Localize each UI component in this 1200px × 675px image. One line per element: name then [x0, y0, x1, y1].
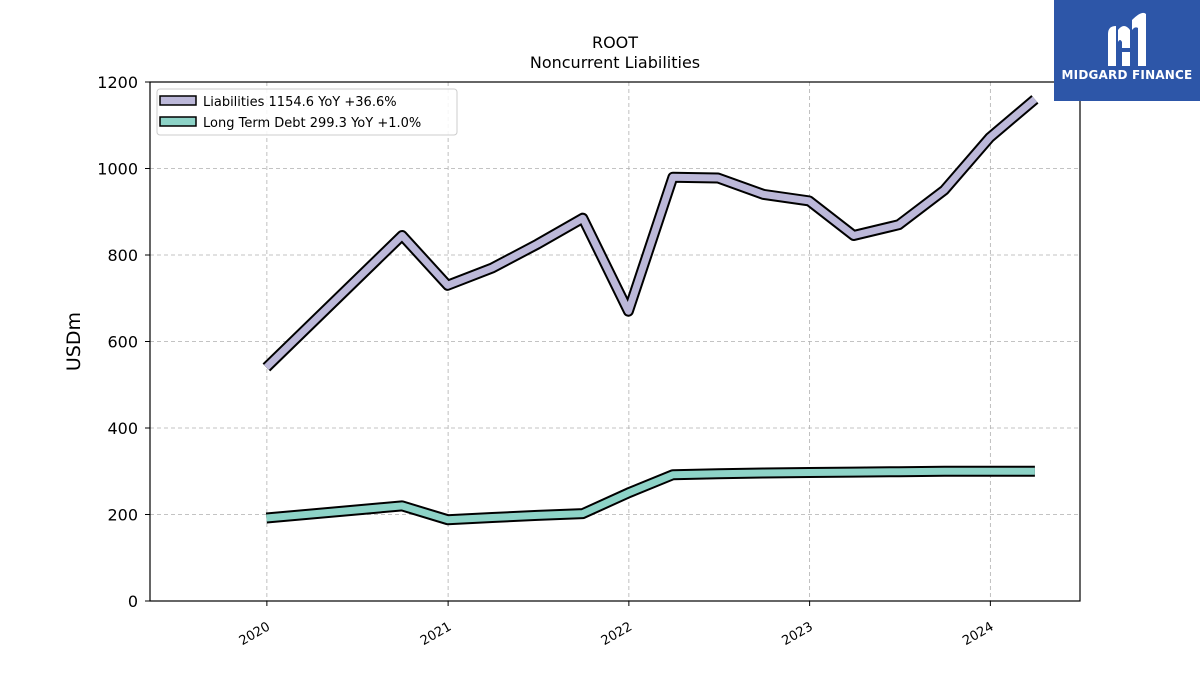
axes: 0 200 400 600 800 1000 1200 2020 2021 2022 2023 202… — [97, 73, 996, 649]
x-tick-label: 2023 — [779, 619, 815, 649]
legend-label-liabilities: Liabilities 1154.6 YoY +36.6% — [203, 95, 397, 110]
x-tick-label: 2022 — [599, 619, 635, 649]
y-axis-label: USDm — [63, 312, 85, 371]
midgard-logo-icon — [1108, 12, 1146, 66]
series-line-liabilities — [263, 96, 1038, 370]
y-tick-label: 1200 — [97, 73, 138, 92]
legend-box — [156, 88, 458, 136]
brand-logo: MIDGARD FINANCE — [1054, 0, 1200, 101]
y-tick-label: 200 — [107, 506, 138, 525]
series-outline-long-term-debt — [265, 465, 1035, 526]
y-tick-label: 1000 — [97, 160, 138, 179]
legend-swatch-liabilities — [159, 95, 197, 106]
series-layer — [262, 95, 1039, 526]
x-tick-label: 2024 — [960, 619, 996, 649]
chart-subtitle: Noncurrent Liabilities — [530, 53, 700, 72]
brand-name: MIDGARD FINANCE — [1061, 68, 1193, 82]
chart-title: ROOT — [592, 33, 638, 52]
y-tick-label: 0 — [128, 592, 138, 611]
legend-swatch-long-term-debt — [159, 116, 197, 127]
series-line-long-term-debt — [266, 467, 1035, 524]
legend-label-long-term-debt: Long Term Debt 299.3 YoY +1.0% — [203, 116, 421, 131]
y-tick-label: 800 — [107, 246, 138, 265]
y-tick-label: 400 — [107, 419, 138, 438]
x-tick-label: 2020 — [237, 619, 273, 649]
y-tick-label: 600 — [107, 333, 138, 352]
x-tick-label: 2021 — [418, 619, 454, 649]
legend: Liabilities 1154.6 YoY +36.6% Long Term … — [156, 88, 458, 136]
